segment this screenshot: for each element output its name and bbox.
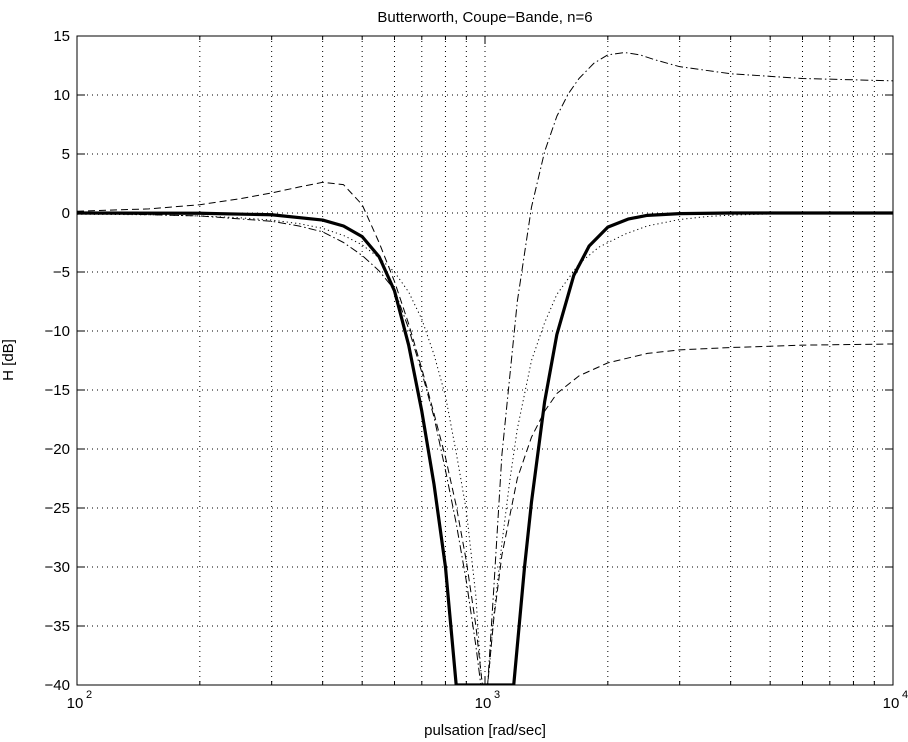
chart-title: Butterworth, Coupe−Bande, n=6 [377,9,592,26]
y-tick-label: −25 [45,500,70,517]
y-tick-label: 15 [53,28,70,45]
series-line-dash-dot [77,52,893,685]
series-line-dashed [77,181,893,685]
y-tick-label: 10 [53,87,70,104]
x-tick-label-base: 10 [475,695,492,712]
x-tick-label-base: 10 [67,695,84,712]
series-line-solid-thick [77,211,893,685]
x-tick-label-exponent: 2 [86,689,92,701]
y-tick-label: −35 [45,618,70,635]
y-tick-label: −30 [45,559,70,576]
y-tick-label: −10 [45,323,70,340]
x-tick-label-exponent: 4 [902,689,908,701]
y-tick-label: −40 [45,677,70,694]
x-tick-label: 10 2 [67,689,92,712]
x-tick-label: 10 3 [475,689,500,712]
y-tick-label: 0 [62,205,70,222]
y-tick-label: −5 [53,264,70,281]
x-tick-label-base: 10 [883,695,900,712]
x-axis-label: pulsation [rad/sec] [424,722,546,739]
y-axis-label: H [dB] [0,339,17,381]
x-tick-label-exponent: 3 [494,689,500,701]
series-layer [77,52,893,685]
x-tick-label: 10 4 [883,689,908,712]
y-tick-label: 5 [62,146,70,163]
y-tick-label: −20 [45,441,70,458]
y-tick-label: −15 [45,382,70,399]
plot-background [77,36,893,685]
